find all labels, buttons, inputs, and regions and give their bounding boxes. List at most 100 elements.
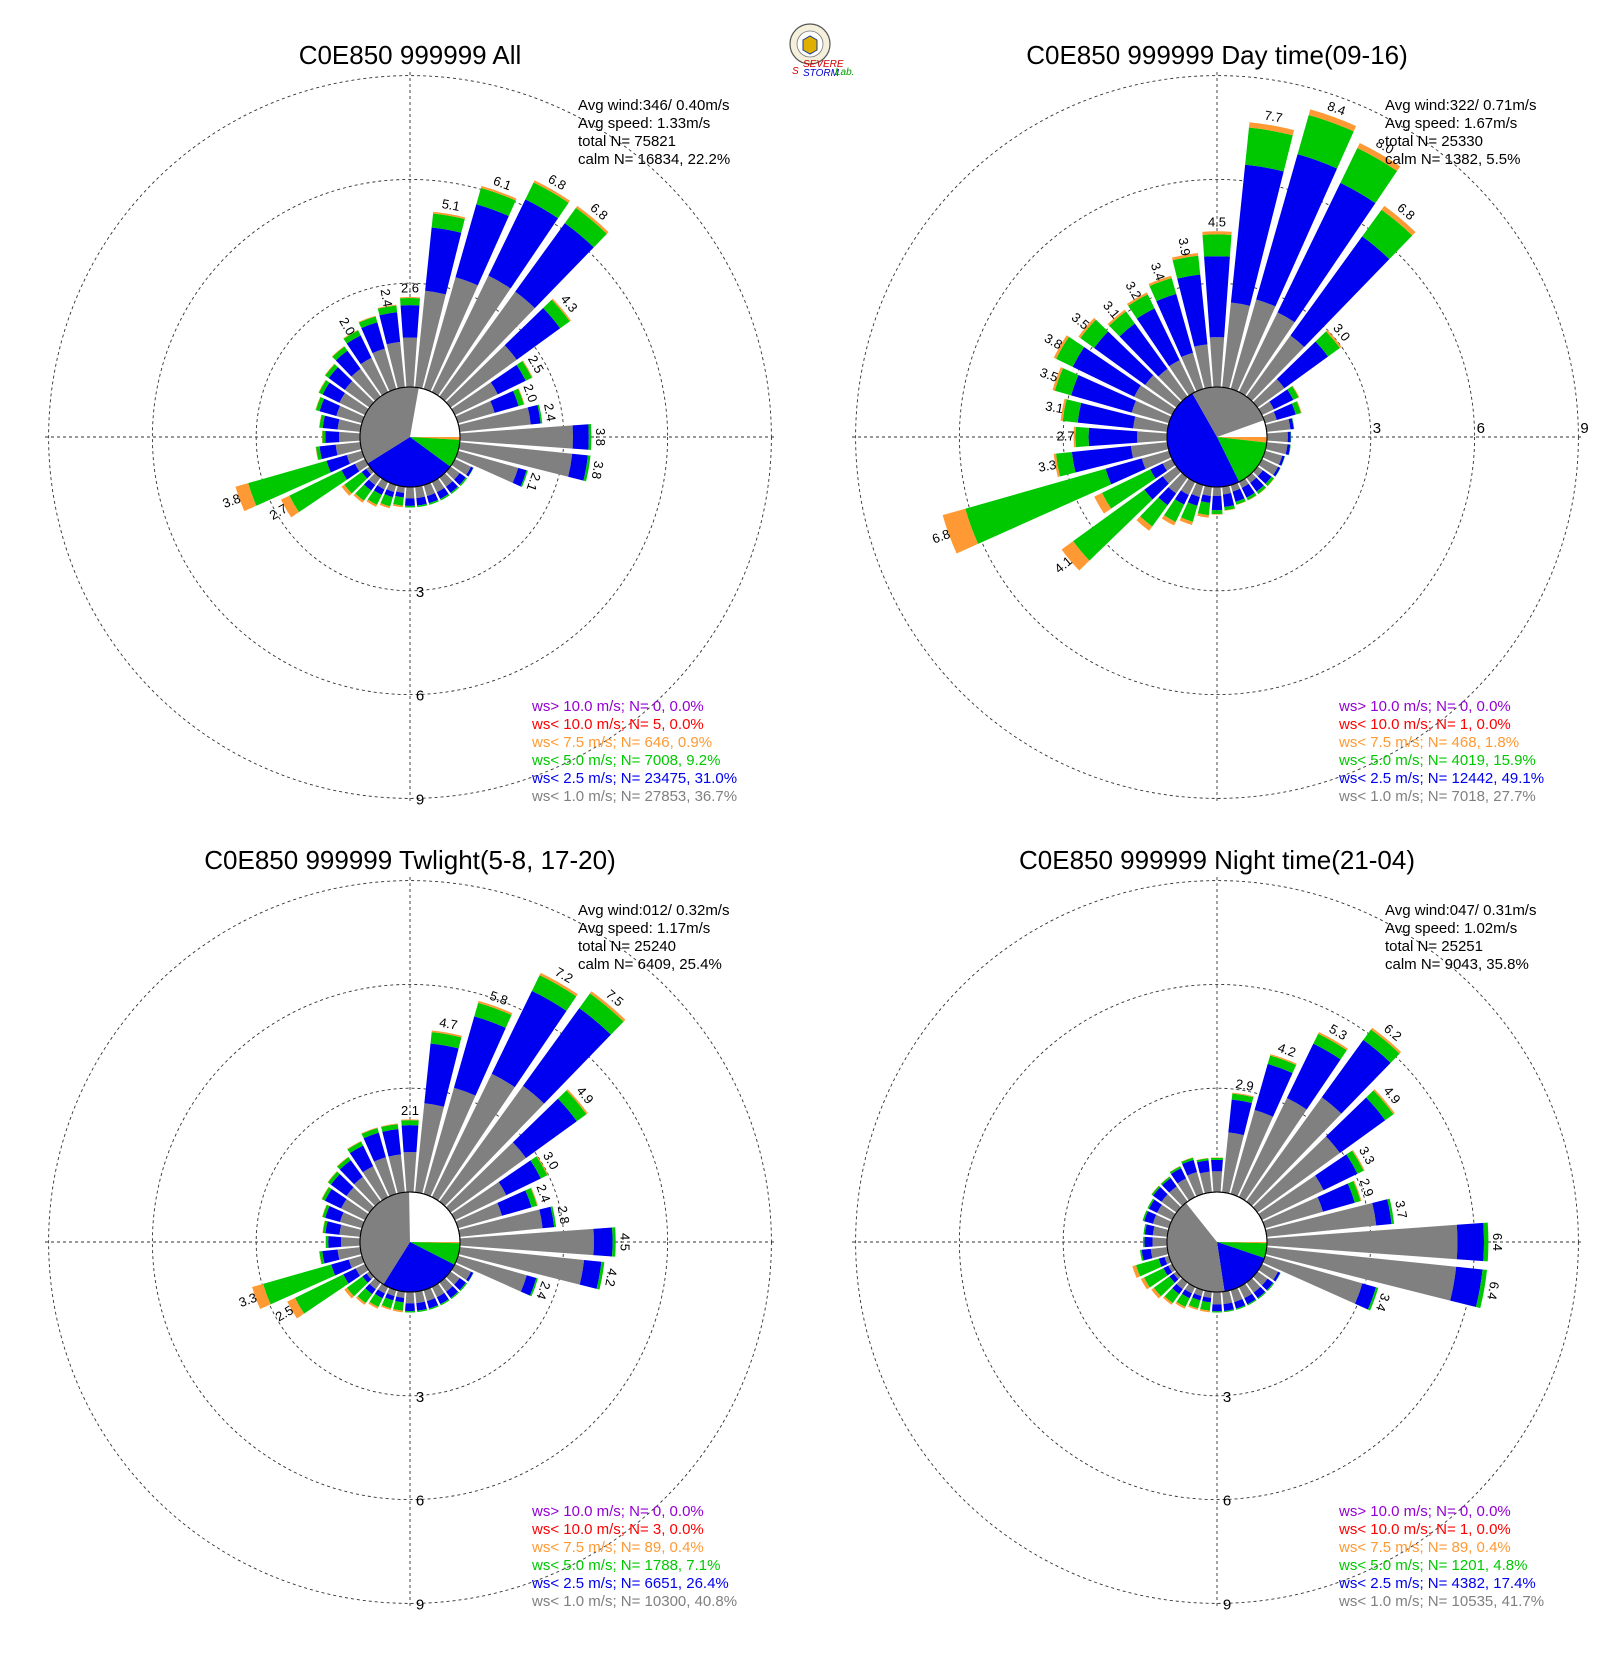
bar-segment-lt1 (415, 1290, 425, 1304)
direction-bar: 3.5 (1038, 365, 1172, 424)
legend-entry-gt10: ws> 10.0 m/s; N= 0, 0.0% (531, 1503, 704, 1520)
bar-segment-lt5 (393, 495, 404, 506)
bar-segment-lt7_5 (327, 1171, 338, 1183)
bar-segment-lt5 (1149, 278, 1177, 302)
bar-segment-lt7_5 (1258, 487, 1267, 495)
bar-segment-lt5 (404, 1310, 416, 1313)
bar-segment-lt2_5 (373, 485, 385, 495)
bar-segment-lt2_5 (446, 1286, 459, 1298)
bar-segment-lt5 (1172, 255, 1201, 279)
bar-segment-lt7_5 (1161, 515, 1176, 526)
legend-entry-lt10: ws< 10.0 m/s; N= 1, 0.0% (1338, 716, 1511, 733)
bar-segment-lt1 (339, 1212, 365, 1229)
pie-slice-lt2_5 (1217, 1242, 1265, 1292)
bar-segment-lt1 (386, 482, 397, 493)
direction-bar: 5.8 (423, 988, 513, 1197)
bar-segment-lt1 (1130, 442, 1169, 459)
bar-segment-lt7_5 (315, 396, 321, 411)
direction-bar (315, 442, 362, 461)
bar-segment-lt1 (366, 466, 375, 475)
bar-segment-lt1 (415, 290, 446, 389)
bar-segment-lt7_5 (1267, 478, 1275, 487)
pie-slice-lt1 (1167, 1202, 1225, 1292)
direction-bar: 2.9 (1222, 1076, 1255, 1194)
bar-segment-lt2_5 (401, 1125, 419, 1153)
direction-bar (321, 430, 361, 444)
bar-segment-lt5 (1169, 1166, 1182, 1174)
direction-bar (451, 458, 474, 477)
legend-entry-lt10: ws< 10.0 m/s; N= 5, 0.0% (531, 716, 704, 733)
bar-segment-lt5 (564, 207, 607, 248)
bar-segment-lt5 (294, 1274, 349, 1314)
direction-bar (1136, 472, 1188, 531)
bar-segment-lt1 (1169, 1186, 1188, 1207)
bar-segment-lt2_5 (328, 1236, 342, 1248)
bar-segment-lt2_5 (382, 1128, 401, 1157)
bar-segment-lt1 (402, 337, 418, 388)
bar-segment-lt7_5 (1370, 1027, 1402, 1054)
bar-segment-lt2_5 (1278, 455, 1285, 466)
bar-segment-lt5 (1128, 294, 1155, 319)
bar-segment-lt5 (1281, 456, 1286, 466)
bar-segment-lt2_5 (1144, 476, 1169, 500)
bar-segment-lt2_5 (374, 1289, 385, 1299)
pie-slice-lt7_5 (410, 1242, 460, 1244)
bar-segment-lt1 (335, 442, 362, 456)
direction-bar (1143, 1236, 1168, 1248)
bar-segment-lt2_5 (523, 1008, 611, 1104)
direction-bar: 4.9 (1252, 1083, 1404, 1213)
bar-segment-lt1 (1203, 1290, 1212, 1298)
legend-entry-lt5: ws< 5.0 m/s; N= 4019, 15.9% (1338, 752, 1536, 769)
bar-segment-lt1 (405, 1291, 415, 1304)
bar-segment-lt7_5 (1236, 501, 1246, 506)
bar-segment-lt7_5 (324, 363, 335, 376)
stats-line: Avg wind:346/ 0.40m/s (578, 97, 729, 114)
bar-segment-lt2_5 (384, 489, 395, 498)
stats-line: Avg speed: 1.67m/s (1385, 115, 1517, 132)
bar-segment-lt7_5 (1197, 513, 1209, 518)
stats-line: calm N= 1382, 5.5% (1385, 151, 1521, 168)
bar-segment-lt5 (321, 1187, 332, 1201)
bar-segment-lt5 (318, 380, 330, 395)
bar-segment-lt5 (1224, 1309, 1235, 1313)
direction-bar (1252, 1271, 1275, 1292)
bar-total-label: 2.9 (1357, 1176, 1377, 1198)
direction-bar (361, 1127, 397, 1197)
bar-segment-lt7_5 (1169, 1165, 1181, 1173)
bar-segment-lt1 (1246, 1097, 1342, 1207)
bar-segment-lt1 (455, 450, 519, 483)
bar-segment-lt5 (1073, 489, 1153, 561)
bar-segment-lt1 (1252, 379, 1285, 408)
bar-segment-lt5 (381, 1124, 399, 1132)
bar-segment-lt1 (1258, 401, 1274, 416)
bar-segment-lt7_5 (1160, 1176, 1170, 1184)
bar-segment-lt1 (1162, 466, 1182, 484)
bar-segment-lt7_5 (1107, 309, 1127, 326)
bar-segment-lt5 (1257, 1291, 1267, 1300)
bar-segment-lt1 (346, 1187, 375, 1213)
bar-segment-lt5 (315, 446, 322, 461)
bar-segment-lt5 (476, 187, 516, 217)
bar-segment-lt7_5 (321, 430, 323, 444)
bar-segment-lt5 (1288, 444, 1291, 456)
bar-segment-lt5 (1176, 1293, 1190, 1308)
bar-segment-lt1 (355, 1263, 369, 1276)
bar-segment-lt7_5 (1270, 1054, 1297, 1066)
bar-segment-lt1 (1161, 1194, 1182, 1213)
legend-entry-lt10: ws< 10.0 m/s; N= 3, 0.0% (531, 1521, 704, 1538)
legend-entry-lt7_5: ws< 7.5 m/s; N= 89, 0.4% (1338, 1539, 1511, 1556)
bar-segment-lt2_5 (1158, 1256, 1168, 1267)
legend-entry-lt1: ws< 1.0 m/s; N= 10535, 41.7% (1338, 1593, 1544, 1610)
direction-bar (366, 478, 389, 507)
direction-bar (1179, 482, 1204, 526)
bar-segment-lt1 (1222, 302, 1250, 389)
bar-segment-lt2_5 (343, 1268, 361, 1284)
bar-segment-lt2_5 (1269, 389, 1294, 410)
legend-entry-lt10: ws< 10.0 m/s; N= 1, 0.0% (1338, 1521, 1511, 1538)
wind-rose-panel-4: C0E850 999999 Night time(21-04) 3 6 9 2.9 4.2… (852, 845, 1582, 1613)
bar-segment-lt2_5 (425, 227, 462, 295)
bar-segment-lt5 (1143, 1223, 1147, 1235)
bar-segment-lt5 (1054, 368, 1079, 396)
bar-segment-lt1 (344, 381, 375, 408)
bar-segment-lt2_5 (1162, 1178, 1177, 1193)
